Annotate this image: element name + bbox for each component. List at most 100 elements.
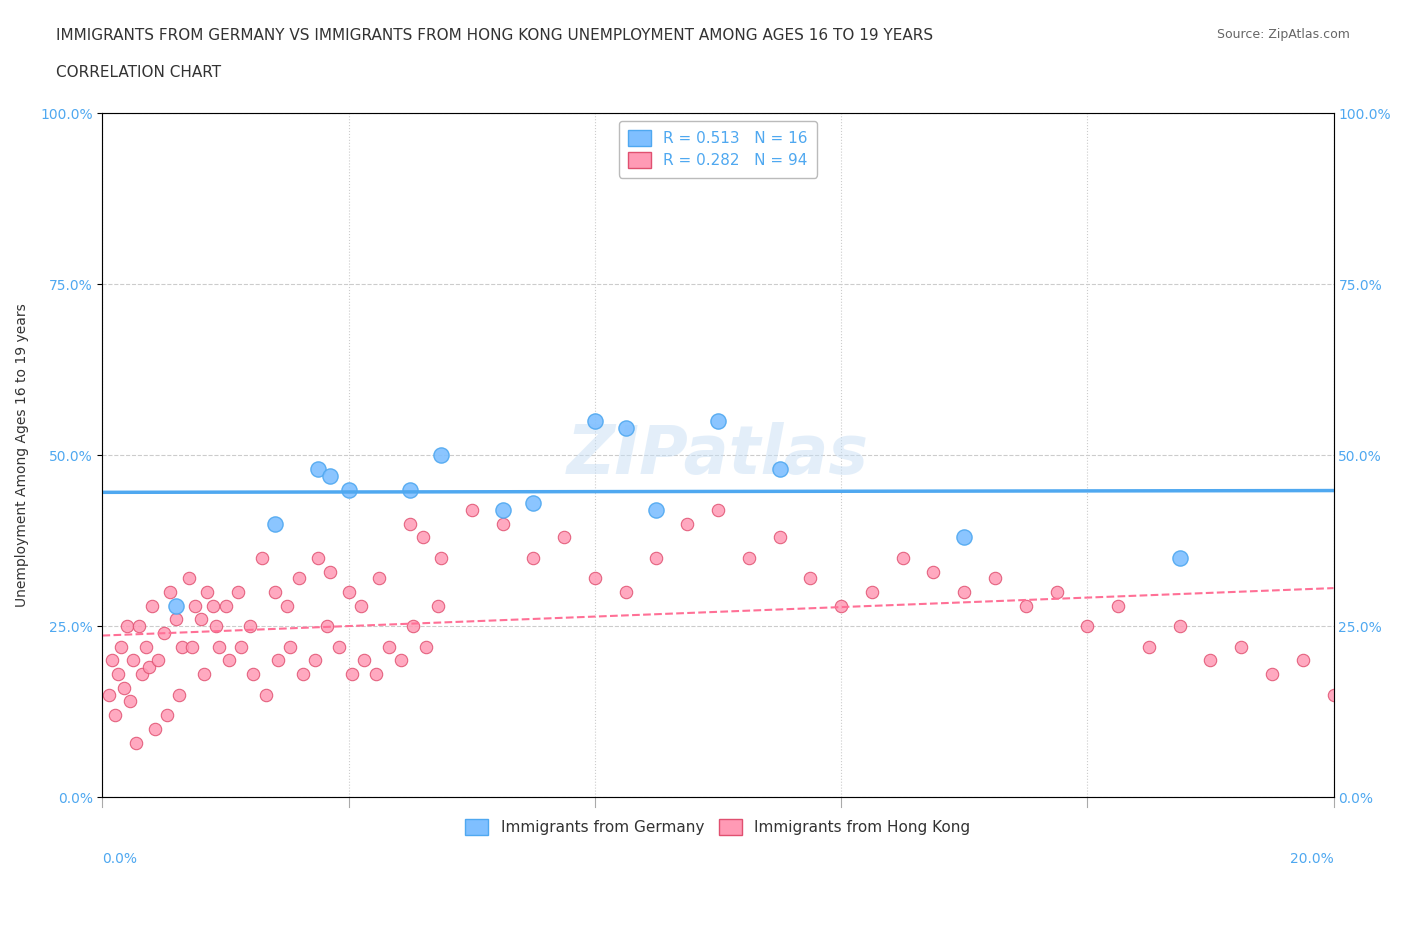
Point [707,414,730,429]
Point [583,571,606,586]
Point [184,598,207,613]
Point [491,502,513,517]
Point [328,639,350,654]
Point [156,708,179,723]
Point [768,530,790,545]
Point [229,639,252,654]
Point [239,618,262,633]
Point [218,653,240,668]
Point [430,551,453,565]
Point [278,639,301,654]
Point [830,598,852,613]
Point [340,667,363,682]
Point [107,667,129,682]
Point [172,639,194,654]
Point [1015,598,1038,613]
Point [337,585,360,600]
Point [860,585,883,600]
Point [165,612,187,627]
Point [252,551,274,565]
Y-axis label: Unemployment Among Ages 16 to 19 years: Unemployment Among Ages 16 to 19 years [15,303,30,607]
Point [799,571,821,586]
Point [214,598,236,613]
Text: ZIPatlas: ZIPatlas [567,422,869,488]
Point [110,639,132,654]
Point [614,420,637,435]
Point [337,482,360,497]
Point [614,585,637,600]
Point [131,667,153,682]
Text: 0.0%: 0.0% [103,852,138,866]
Point [350,598,373,613]
Point [165,598,187,613]
Point [143,722,166,737]
Point [389,653,412,668]
Point [128,618,150,633]
Text: 20.0%: 20.0% [1289,852,1333,866]
Point [195,585,218,600]
Legend: Immigrants from Germany, Immigrants from Hong Kong: Immigrants from Germany, Immigrants from… [457,810,980,844]
Point [205,618,228,633]
Point [307,461,329,476]
Text: Source: ZipAtlas.com: Source: ZipAtlas.com [1216,28,1350,41]
Point [177,571,200,586]
Point [135,639,157,654]
Point [120,694,142,709]
Point [415,639,437,654]
Point [190,612,212,627]
Point [1322,687,1344,702]
Point [953,585,976,600]
Point [208,639,231,654]
Point [263,585,285,600]
Point [1045,585,1067,600]
Point [307,551,329,565]
Point [159,585,181,600]
Point [984,571,1007,586]
Point [226,585,249,600]
Point [399,482,422,497]
Point [553,530,575,545]
Point [193,667,215,682]
Point [202,598,225,613]
Point [138,660,160,675]
Point [146,653,169,668]
Point [368,571,391,586]
Point [583,414,606,429]
Point [242,667,264,682]
Point [891,551,914,565]
Point [353,653,375,668]
Point [645,502,668,517]
Point [141,598,163,613]
Point [316,618,339,633]
Text: CORRELATION CHART: CORRELATION CHART [56,65,221,80]
Point [707,502,730,517]
Point [922,565,945,579]
Point [491,516,513,531]
Point [377,639,399,654]
Point [276,598,298,613]
Point [263,516,285,531]
Point [522,551,544,565]
Point [426,598,449,613]
Point [104,708,127,723]
Point [254,687,277,702]
Point [169,687,191,702]
Point [1168,551,1191,565]
Point [645,551,668,565]
Point [1076,618,1098,633]
Point [402,618,425,633]
Point [125,735,148,750]
Point [738,551,761,565]
Point [97,687,120,702]
Point [100,653,122,668]
Point [1292,653,1315,668]
Point [153,626,176,641]
Point [399,516,422,531]
Point [180,639,202,654]
Point [1168,618,1191,633]
Point [304,653,326,668]
Point [1137,639,1160,654]
Point [522,496,544,511]
Point [953,530,976,545]
Point [430,448,453,463]
